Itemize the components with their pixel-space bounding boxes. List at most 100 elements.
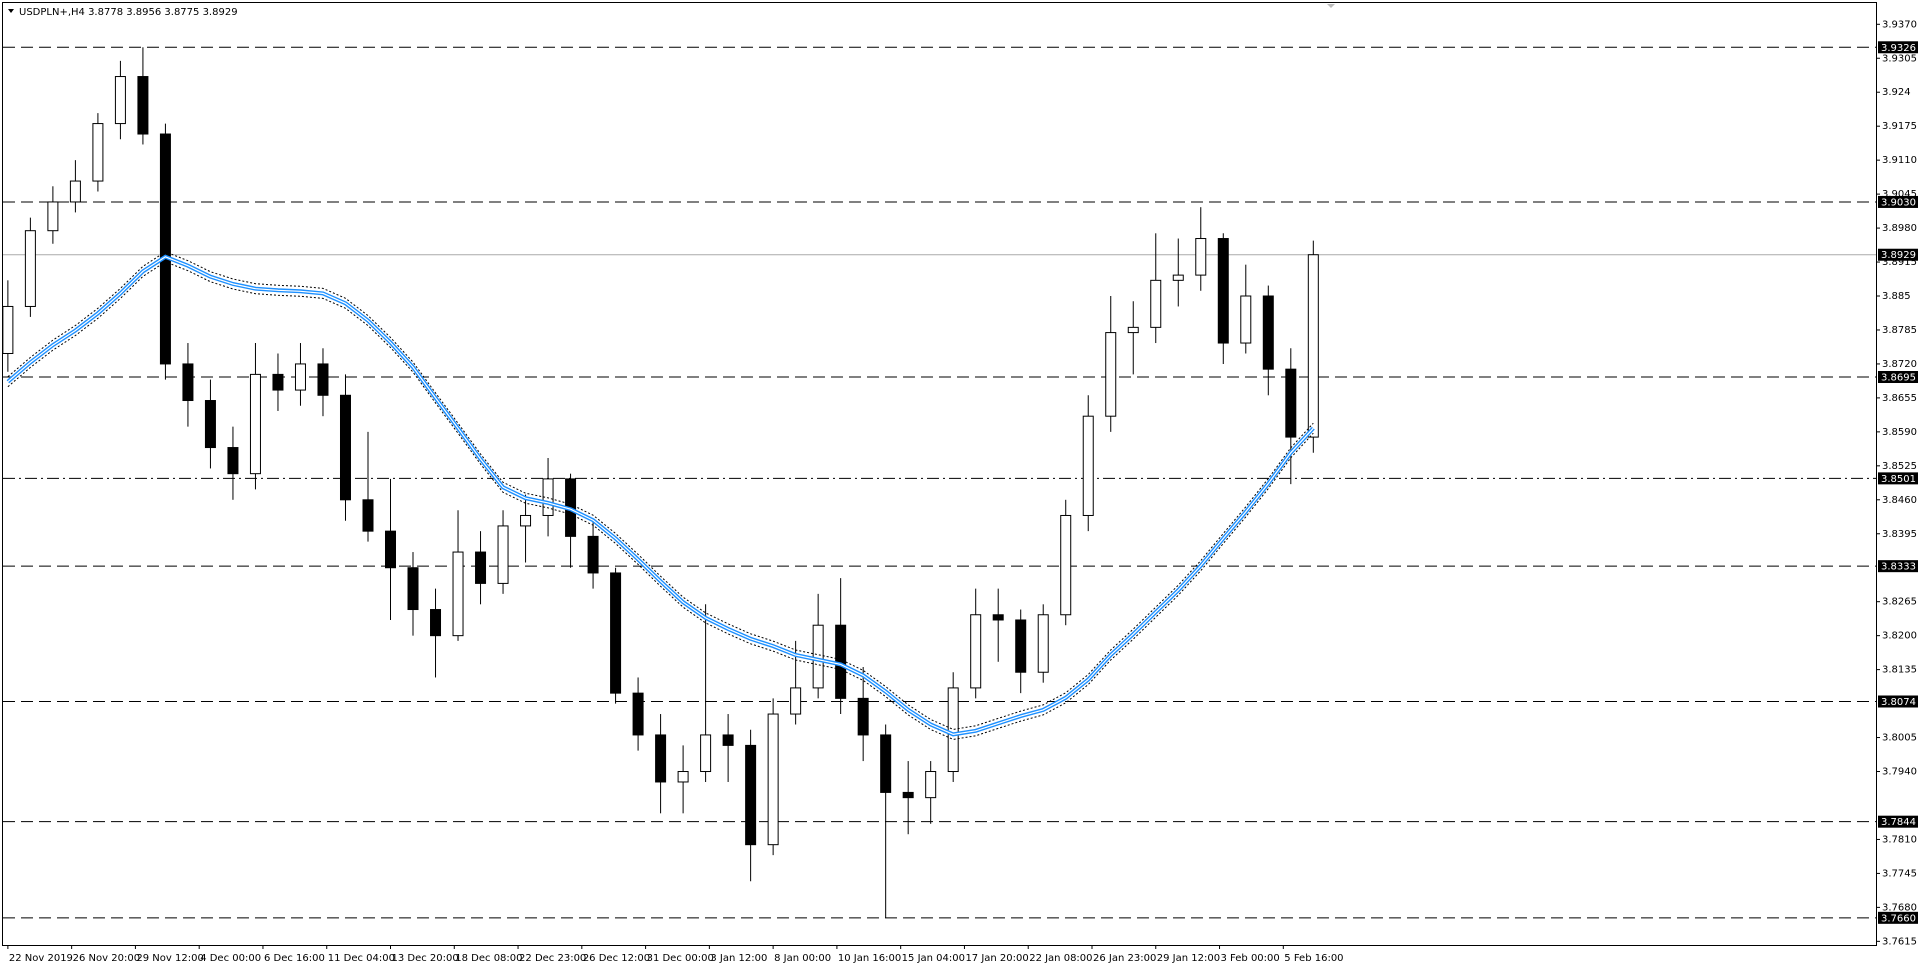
candle-body — [24, 230, 36, 307]
candle-body — [790, 687, 802, 715]
candle-body — [722, 734, 734, 746]
x-tick-label: 13 Dec 20:00 — [392, 953, 459, 964]
level-label: 3.7844 — [1881, 817, 1916, 828]
candle-body — [992, 614, 1004, 621]
level-label: 3.9326 — [1881, 43, 1916, 54]
candle-body — [430, 609, 442, 637]
candle-body — [1127, 326, 1139, 334]
y-tick-label: 3.7940 — [1882, 767, 1917, 778]
x-tick-label: 5 Feb 16:00 — [1284, 953, 1343, 964]
candle-body — [272, 373, 284, 391]
candle-body — [1172, 274, 1184, 281]
candle-body — [385, 530, 397, 569]
x-tick-label: 26 Jan 23:00 — [1093, 953, 1156, 964]
candle-body — [1105, 332, 1117, 417]
candle-body — [294, 363, 306, 391]
level-label: 3.8695 — [1881, 373, 1916, 384]
x-tick-label: 29 Jan 12:00 — [1157, 953, 1220, 964]
candle-body — [1262, 295, 1274, 370]
y-tick-label: 3.924 — [1882, 87, 1911, 98]
candle-body — [677, 771, 689, 783]
x-tick-label: 17 Jan 20:00 — [965, 953, 1028, 964]
candle-body — [249, 373, 261, 475]
y-tick-label: 3.7745 — [1882, 868, 1917, 879]
candle-body — [69, 180, 81, 203]
candle-body — [227, 447, 239, 475]
candle-body — [362, 499, 374, 532]
candle-body — [1082, 415, 1094, 516]
candle-body — [1285, 368, 1297, 438]
y-tick-label: 3.8655 — [1882, 393, 1917, 404]
level-label-box — [1878, 195, 1918, 208]
x-tick-label: 26 Nov 20:00 — [73, 953, 140, 964]
candle-body — [1150, 279, 1162, 328]
level-label-box — [1878, 41, 1918, 54]
candle-body — [587, 535, 599, 574]
y-tick-label: 3.8980 — [1882, 223, 1917, 234]
chart-title: USDPLN+,H4 3.8778 3.8956 3.8775 3.8929 — [19, 7, 238, 18]
candle-body — [1240, 295, 1252, 344]
x-tick-label: 22 Nov 2019 — [9, 953, 73, 964]
candle-body — [925, 771, 937, 799]
y-tick-label: 3.8395 — [1882, 529, 1917, 540]
ma-line-inner — [7, 256, 1314, 736]
candle-body — [767, 713, 779, 846]
x-tick-label: 22 Jan 08:00 — [1029, 953, 1092, 964]
candle-body — [317, 363, 329, 396]
y-tick-label: 3.7680 — [1882, 902, 1917, 913]
candle-body — [182, 363, 194, 402]
y-tick-label: 3.8525 — [1882, 461, 1917, 472]
y-tick-label: 3.8200 — [1882, 631, 1917, 642]
candle-body — [407, 567, 419, 611]
y-tick-label: 3.9305 — [1882, 53, 1917, 64]
candle-body — [1060, 514, 1072, 616]
candle-body — [47, 201, 59, 232]
level-label-box — [1878, 248, 1918, 261]
x-tick-label: 4 Dec 00:00 — [200, 953, 261, 964]
x-tick-label: 10 Jan 16:00 — [838, 953, 901, 964]
y-tick-label: 3.8590 — [1882, 427, 1917, 438]
x-tick-label: 29 Nov 12:00 — [136, 953, 203, 964]
candle-body — [520, 514, 532, 527]
x-tick-label: 8 Jan 00:00 — [774, 953, 831, 964]
level-label: 3.8333 — [1881, 562, 1916, 573]
candle-body — [1195, 238, 1207, 276]
candle-body — [902, 791, 914, 799]
candle-body — [137, 76, 149, 135]
x-tick-label: 22 Dec 23:00 — [519, 953, 586, 964]
candle-body — [1015, 619, 1027, 673]
candle-body — [452, 551, 464, 637]
x-tick-label: 3 Jan 12:00 — [710, 953, 767, 964]
level-label-box — [1878, 371, 1918, 384]
candle-body — [857, 697, 869, 736]
y-tick-label: 3.7810 — [1882, 834, 1917, 845]
level-label-box — [1878, 911, 1918, 924]
y-tick-label: 3.8005 — [1882, 733, 1917, 744]
y-tick-label: 3.9175 — [1882, 121, 1917, 132]
plot-frame — [2, 2, 1877, 946]
candle-body — [655, 734, 667, 783]
x-tick-label: 11 Dec 04:00 — [328, 953, 395, 964]
y-tick-label: 3.8135 — [1882, 665, 1917, 676]
candle-body — [880, 734, 892, 793]
candle-body — [475, 551, 487, 584]
candle-body — [1217, 238, 1229, 344]
x-tick-label: 18 Dec 08:00 — [455, 953, 522, 964]
ma-envelope-upper — [7, 251, 1314, 730]
candle-body — [204, 400, 216, 449]
candle-body — [159, 133, 171, 365]
menu-triangle[interactable] — [8, 9, 14, 13]
y-tick-label: 3.885 — [1882, 291, 1911, 302]
candle-body — [1307, 254, 1319, 438]
x-tick-label: 31 Dec 00:00 — [647, 953, 714, 964]
level-label: 3.9030 — [1881, 197, 1916, 208]
ma-envelope-lower — [7, 261, 1314, 740]
level-label-box — [1878, 472, 1918, 485]
candle-body — [745, 744, 757, 846]
level-label: 3.7660 — [1881, 913, 1916, 924]
candle-body — [610, 572, 622, 694]
level-label: 3.8929 — [1881, 250, 1916, 261]
level-label: 3.8074 — [1881, 697, 1916, 708]
